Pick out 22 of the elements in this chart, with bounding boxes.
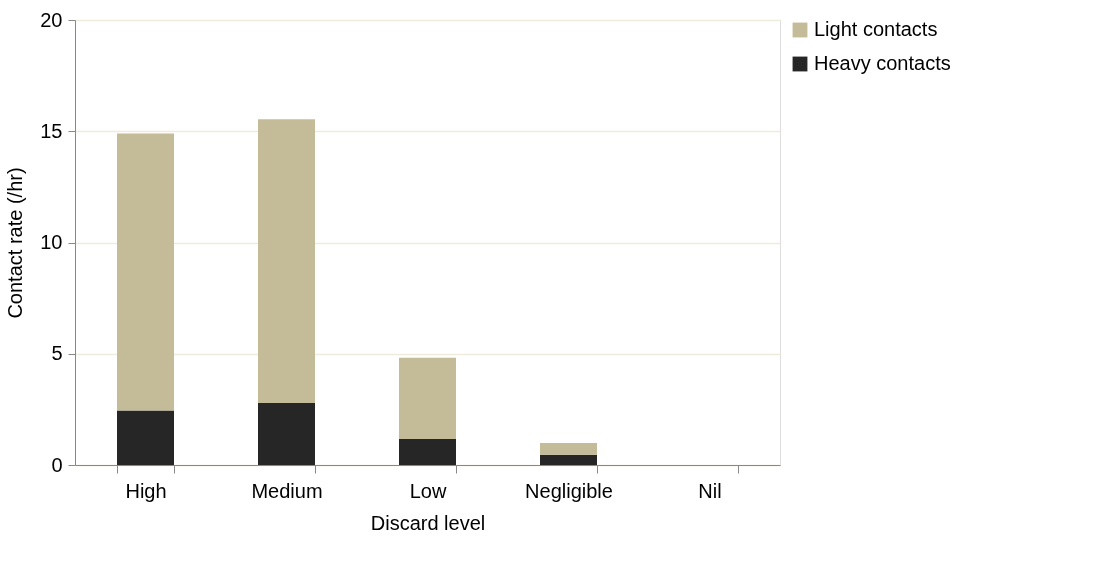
x-tick-label: Nil [698,479,722,502]
y-tick-label: 5 [51,342,63,365]
legend-label: Heavy contacts [814,52,951,74]
y-tick-label: 20 [40,8,63,31]
x-tick-label: Low [409,479,447,502]
x-tick-label: Negligible [525,479,613,502]
bar [399,438,456,465]
x-tick-label: High [125,479,167,502]
y-tick-label: 0 [51,453,63,476]
bar [117,133,174,411]
x-axis-title: Discard level [370,511,486,534]
y-tick-label: 10 [40,231,63,253]
bar [117,410,174,465]
bar [399,357,456,439]
y-tick-label: 15 [40,119,63,142]
bar [258,119,315,403]
y-axis-title: Contact rate (/hr) [4,167,27,319]
bar [540,454,597,465]
x-tick-label: Medium [251,479,323,502]
bar [258,402,315,465]
legend-label: Light contacts [814,18,938,40]
bar [540,442,597,455]
